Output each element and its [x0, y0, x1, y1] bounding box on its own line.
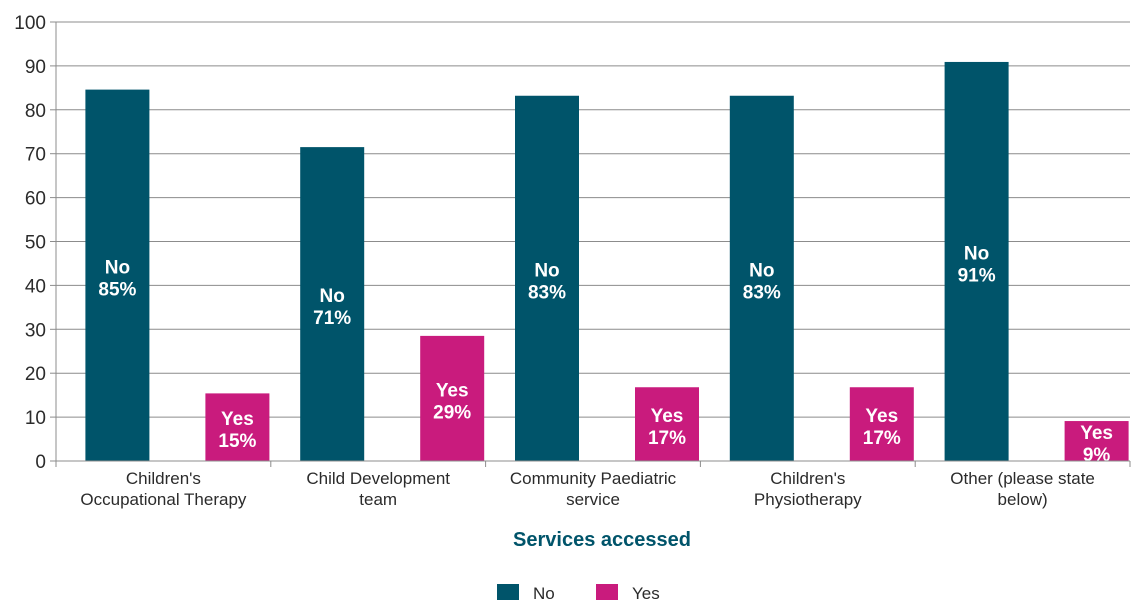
- bar-yes: [849, 387, 914, 461]
- y-tick-label: 80: [25, 101, 46, 122]
- y-tick-label: 60: [25, 189, 46, 210]
- y-tick-label: 70: [25, 145, 46, 166]
- data-label-series: Yes: [436, 380, 469, 401]
- y-tick-label: 40: [25, 276, 46, 297]
- y-tick-label: 0: [35, 452, 46, 473]
- data-label-value: 85%: [98, 279, 136, 300]
- data-label-value: 71%: [313, 308, 351, 329]
- bar-no: [85, 89, 150, 461]
- data-label-series: No: [534, 260, 559, 281]
- data-label-series: No: [320, 286, 345, 307]
- x-axis: Children's Occupational Therapy Child Deve…: [55, 460, 1131, 509]
- bar-no: [300, 147, 365, 462]
- data-label-series: Yes: [865, 406, 898, 427]
- data-label-series: Yes: [651, 406, 684, 427]
- x-tick-label: Other (please state below): [950, 469, 1095, 509]
- data-label-value: 17%: [648, 428, 686, 449]
- bar-no: [944, 61, 1009, 461]
- data-label-value: 91%: [958, 265, 996, 286]
- x-tick-label: Children's Occupational Therapy: [80, 469, 247, 509]
- bar-yes: [420, 335, 485, 461]
- y-tick-label: 90: [25, 57, 46, 78]
- legend-label-yes: Yes: [632, 584, 660, 603]
- data-label-value: 29%: [433, 402, 471, 423]
- data-label-series: No: [964, 243, 989, 264]
- data-label-value: 83%: [528, 282, 566, 303]
- bar-yes: [205, 393, 270, 461]
- data-label-series: No: [105, 257, 130, 278]
- bar-yes: [1064, 421, 1129, 461]
- data-label-value: 15%: [218, 431, 256, 452]
- x-tick-label: Community Paediatric service: [510, 469, 677, 509]
- data-label-series: Yes: [1080, 423, 1113, 444]
- data-label-value: 9%: [1083, 445, 1111, 466]
- bar-no: [515, 95, 579, 461]
- legend-swatch-yes: [596, 584, 618, 600]
- y-tick-label: 100: [14, 13, 46, 34]
- x-tick-label: Children's Physiotherapy: [754, 469, 862, 509]
- legend-swatch-no: [497, 584, 519, 600]
- bar-no: [729, 95, 794, 461]
- x-axis-title: Services accessed: [513, 529, 691, 551]
- bar-yes: [635, 387, 699, 461]
- data-label-value: 17%: [863, 428, 901, 449]
- x-tick-label: Child Development team: [306, 469, 450, 509]
- data-label-series: No: [749, 260, 774, 281]
- data-label-value: 83%: [743, 282, 781, 303]
- y-axis: 0 10 20 30 40 50 60 70 80 90 100: [14, 13, 57, 473]
- y-tick-label: 30: [25, 320, 46, 341]
- legend: No Yes: [497, 584, 660, 603]
- data-label-series: Yes: [221, 409, 254, 430]
- y-tick-label: 50: [25, 233, 46, 254]
- y-tick-label: 10: [25, 408, 46, 429]
- legend-label-no: No: [533, 584, 555, 603]
- y-tick-label: 20: [25, 364, 46, 385]
